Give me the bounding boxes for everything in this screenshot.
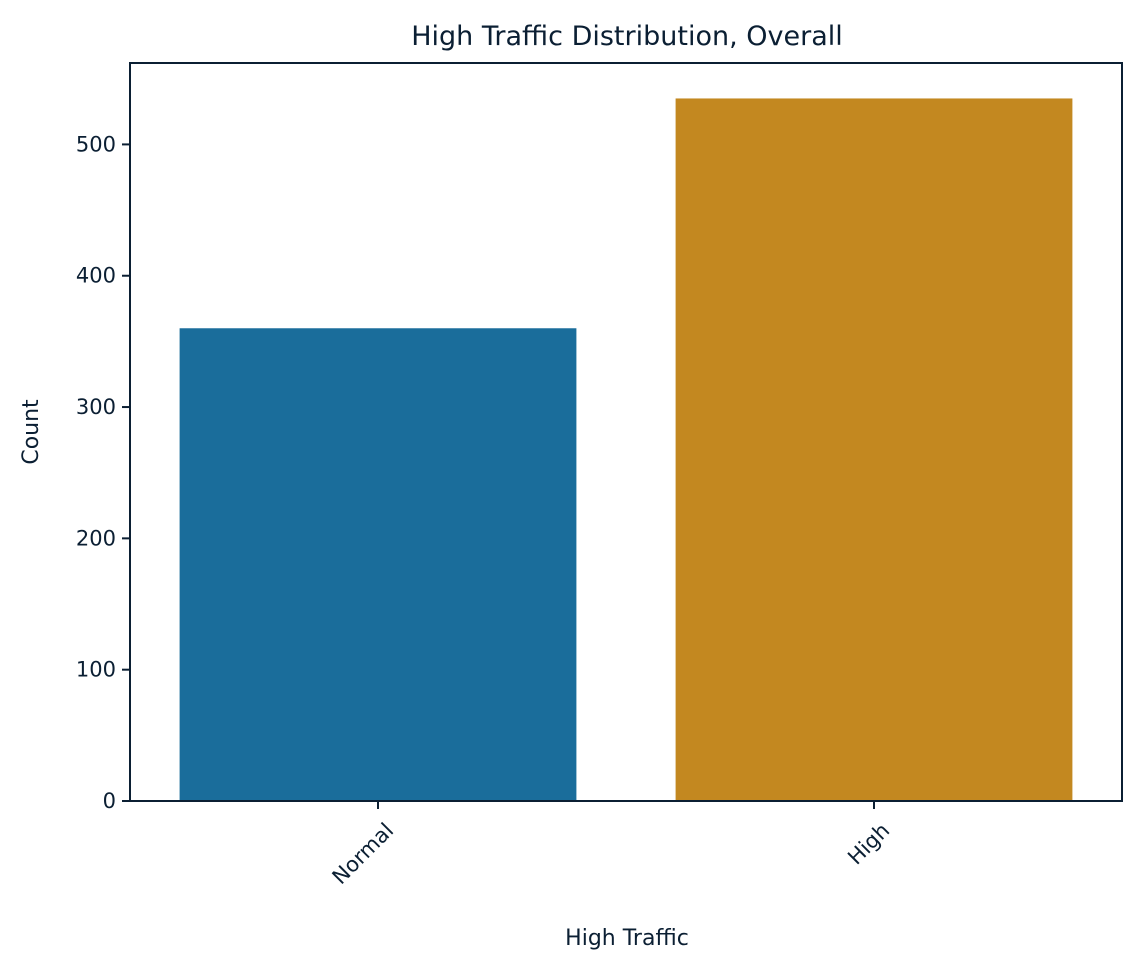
bar-normal [179,328,577,801]
x-tick-label-normal: Normal [328,818,399,889]
y-tick-label: 200 [76,526,116,550]
chart-title: High Traffic Distribution, Overall [411,21,843,52]
y-tick-label: 0 [103,789,116,813]
y-axis-ticks: 0 100 200 300 400 500 [76,132,130,813]
y-tick-label: 400 [76,264,116,288]
bars-group [179,98,1073,802]
bar-high [675,98,1073,802]
x-axis-ticks: Normal High [328,801,894,889]
y-tick-label: 100 [76,658,116,682]
y-tick-label: 300 [76,395,116,419]
x-axis-label: High Traffic [565,926,689,951]
y-tick-label: 500 [76,132,116,156]
y-axis-label: Count [19,399,44,465]
x-tick-label-high: High [843,818,894,869]
plot-frame [129,62,1123,802]
